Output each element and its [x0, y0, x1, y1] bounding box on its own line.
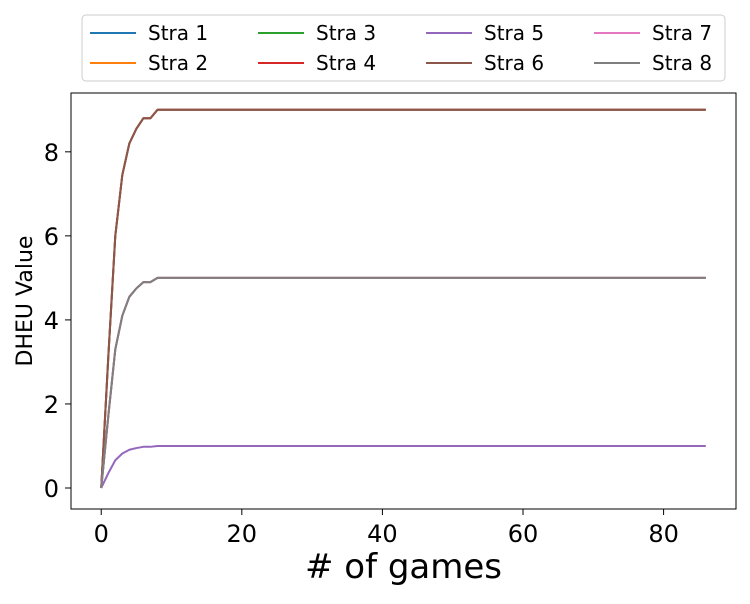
legend-item-3: Stra 3: [258, 21, 376, 45]
legend-item-8: Stra 8: [594, 51, 712, 75]
legend-label: Stra 7: [652, 21, 712, 45]
legend-item-5: Stra 5: [426, 21, 544, 45]
series-line-2: [100, 276, 706, 489]
x-tick-label: 20: [227, 520, 258, 548]
legend-label: Stra 6: [484, 51, 544, 75]
series-line-5: [100, 444, 706, 489]
y-tick-label: 4: [44, 307, 59, 335]
y-tick-label: 0: [44, 475, 59, 503]
legend-item-6: Stra 6: [426, 51, 544, 75]
series-layer: [100, 108, 706, 489]
y-tick-label: 6: [44, 223, 59, 251]
series-line-8: [100, 276, 706, 489]
legend-label: Stra 1: [148, 21, 208, 45]
legend-item-1: Stra 1: [90, 21, 208, 45]
legend-box: [81, 14, 726, 82]
legend-label: Stra 3: [316, 21, 376, 45]
series-line-1: [100, 276, 706, 489]
plot-frame: [70, 92, 737, 510]
legend-item-2: Stra 2: [90, 51, 208, 75]
legend-item-7: Stra 7: [594, 21, 712, 45]
legend-label: Stra 2: [148, 51, 208, 75]
y-axis-label: DHEU Value: [13, 236, 38, 367]
legend-items: Stra 1 Stra 2 Stra 3 Stra 4 Stra 5 Stra 6 Stra…: [90, 21, 712, 75]
legend-item-4: Stra 4: [258, 51, 376, 75]
legend-label: Stra 4: [316, 51, 376, 75]
y-tick-label: 8: [44, 139, 59, 167]
legend-label: Stra 5: [484, 21, 544, 45]
x-tick-label: 60: [508, 520, 539, 548]
y-axis-ticks: 0 2 4 6 8: [44, 139, 71, 503]
x-tick-label: 80: [648, 520, 679, 548]
series-line-6: [100, 108, 706, 489]
x-axis-ticks: 0 20 40 60 80: [94, 509, 679, 548]
series-line-7: [100, 276, 706, 489]
legend-label: Stra 8: [652, 51, 712, 75]
x-axis-label: # of games: [305, 547, 502, 587]
y-tick-label: 2: [44, 391, 59, 419]
series-line-3: [100, 108, 706, 489]
x-tick-label: 40: [367, 520, 398, 548]
legend: Stra 1 Stra 2 Stra 3 Stra 4 Stra 5 Stra 6 Stra…: [81, 14, 726, 82]
x-tick-label: 0: [94, 520, 109, 548]
series-line-4: [100, 108, 706, 489]
